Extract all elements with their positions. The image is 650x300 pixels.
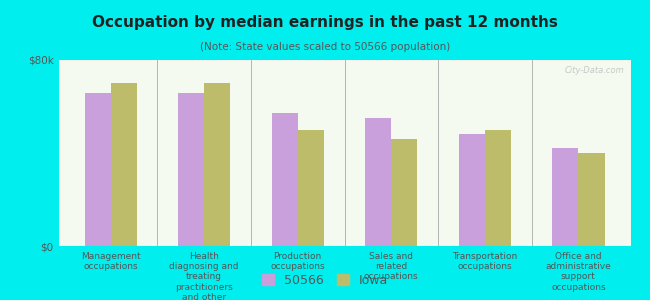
Text: Occupation by median earnings in the past 12 months: Occupation by median earnings in the pas… bbox=[92, 15, 558, 30]
Bar bbox=[298, 130, 324, 246]
Bar bbox=[459, 134, 485, 246]
Bar bbox=[272, 113, 298, 246]
Bar bbox=[365, 118, 391, 246]
Bar bbox=[485, 130, 511, 246]
Text: City-Data.com: City-Data.com bbox=[565, 66, 625, 75]
Bar bbox=[552, 148, 578, 246]
Bar bbox=[84, 92, 110, 246]
Bar bbox=[578, 153, 604, 246]
Bar bbox=[178, 92, 204, 246]
Text: (Note: State values scaled to 50566 population): (Note: State values scaled to 50566 popu… bbox=[200, 42, 450, 52]
Bar bbox=[204, 83, 230, 246]
Bar bbox=[391, 139, 417, 246]
Legend: 50566, Iowa: 50566, Iowa bbox=[258, 270, 392, 291]
Bar bbox=[111, 83, 137, 246]
